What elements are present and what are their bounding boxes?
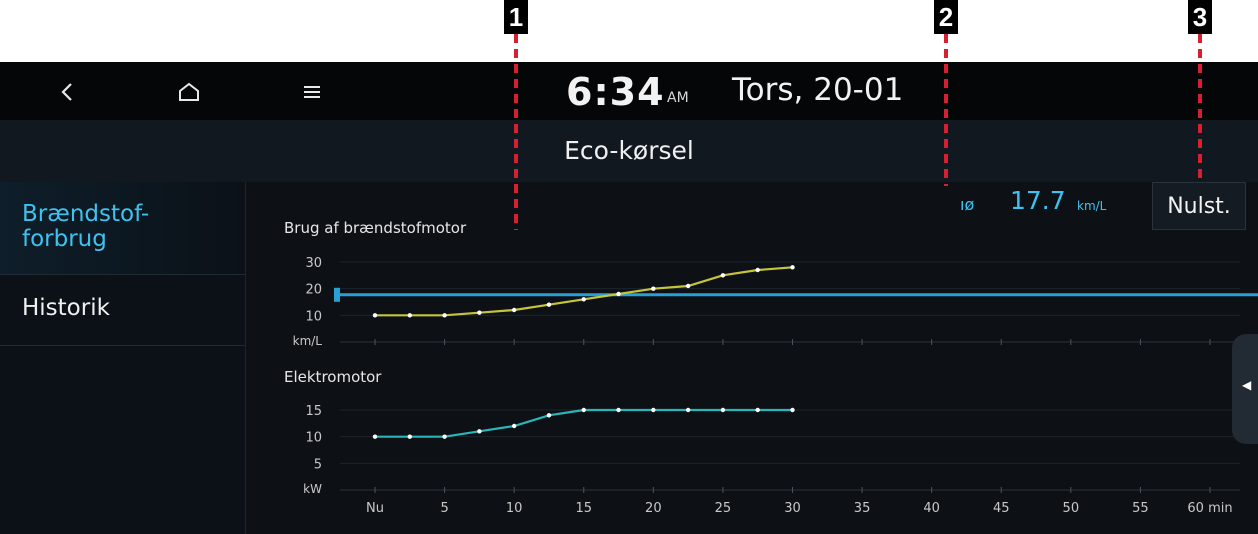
back-chevron-icon[interactable] [50, 76, 86, 108]
electric-motor-chart-title: Elektromotor [284, 368, 382, 386]
x-tick-label: 25 [715, 501, 732, 516]
data-point [685, 283, 691, 289]
data-point [372, 313, 378, 318]
y-tick-label: 10 [305, 309, 322, 324]
collapse-arrow-icon: ◀ [1242, 378, 1252, 392]
page-title: Eco-kørsel [564, 136, 694, 165]
infotainment-screen: 6:34 AM Tors, 20-01 Eco-kørsel Brændstof… [0, 62, 1258, 534]
callout-line-2 [944, 34, 948, 186]
x-tick-label: 30 [784, 501, 801, 516]
status-bar: 6:34 AM Tors, 20-01 [0, 62, 1258, 120]
clock-ampm: AM [667, 90, 689, 106]
callout-marker-2: 2 [934, 0, 958, 34]
sidebar: Brændstof- forbrug Historik [0, 182, 246, 534]
y-tick-label: 30 [305, 256, 322, 271]
data-point [407, 313, 412, 318]
x-tick-label: 60 min [1187, 501, 1232, 516]
data-point [442, 434, 447, 439]
data-point [477, 429, 482, 434]
data-point [755, 267, 760, 273]
home-icon[interactable] [171, 76, 207, 108]
data-point [581, 297, 586, 302]
data-point [442, 313, 447, 318]
data-point [511, 423, 517, 429]
menu-icon[interactable] [294, 76, 330, 108]
average-unit: km/L [1077, 199, 1107, 213]
data-point [616, 291, 621, 297]
data-point [720, 273, 726, 278]
clock-time: 6:34 [566, 70, 665, 114]
callout-marker-1: 1 [504, 0, 528, 34]
series-line [375, 408, 793, 438]
reset-button[interactable]: Nulst. [1152, 182, 1246, 230]
y-tick-label: 20 [305, 283, 322, 298]
data-point [616, 407, 621, 413]
average-value: 17.7 [1010, 186, 1066, 215]
x-tick-label: 20 [645, 501, 662, 516]
data-point [372, 434, 378, 439]
data-point [755, 407, 760, 413]
sidebar-item-fuel-consumption[interactable]: Brændstof- forbrug [0, 182, 245, 275]
callout-line-1 [514, 34, 518, 230]
average-icon: ıø [960, 195, 975, 214]
data-point [790, 265, 795, 270]
data-point [790, 407, 795, 413]
sidebar-item-history[interactable]: Historik [0, 275, 245, 346]
x-tick-label: 15 [575, 501, 592, 516]
data-point [651, 407, 656, 413]
data-point [511, 307, 517, 313]
x-tick-label: 55 [1132, 501, 1149, 516]
y-tick-label: 5 [314, 457, 322, 472]
x-tick-label: 40 [923, 501, 940, 516]
data-point [685, 407, 691, 413]
series-line [375, 266, 793, 317]
data-point [581, 407, 586, 413]
eco-driving-content [246, 182, 1258, 534]
y-axis-unit-label: km/L [293, 334, 323, 348]
average-reference-marker [334, 287, 340, 302]
side-panel-handle[interactable]: ◀ [1232, 334, 1258, 444]
x-tick-label: 10 [506, 501, 523, 516]
data-point [720, 407, 726, 413]
clock-date: Tors, 20-01 [732, 72, 904, 108]
y-tick-label: 15 [305, 404, 322, 419]
sidebar-item-label: Historik [22, 295, 110, 321]
fuel-engine-chart-title: Brug af brændstofmotor [284, 219, 467, 237]
data-point [477, 310, 482, 315]
eco-driving-charts: 30 20 10 km/L 15 10 5 kW Nu 5 10 15 20 25 30 35 40 45 50 55… [293, 256, 1258, 516]
x-tick-label: 50 [1063, 501, 1080, 516]
callout-line-3 [1198, 34, 1202, 210]
data-point [651, 286, 656, 291]
sidebar-item-label: Brændstof- forbrug [22, 201, 150, 252]
x-tick-label: 5 [440, 501, 448, 516]
x-tick-label: 35 [854, 501, 871, 516]
data-point [407, 434, 412, 439]
callout-marker-3: 3 [1188, 0, 1212, 34]
x-tick-label: 45 [993, 501, 1010, 516]
data-point [546, 413, 552, 418]
data-point [546, 302, 552, 307]
y-tick-label: 10 [305, 431, 322, 446]
title-bar [0, 120, 1258, 182]
y-axis-unit-label: kW [303, 482, 322, 496]
x-tick-label: Nu [366, 501, 384, 516]
